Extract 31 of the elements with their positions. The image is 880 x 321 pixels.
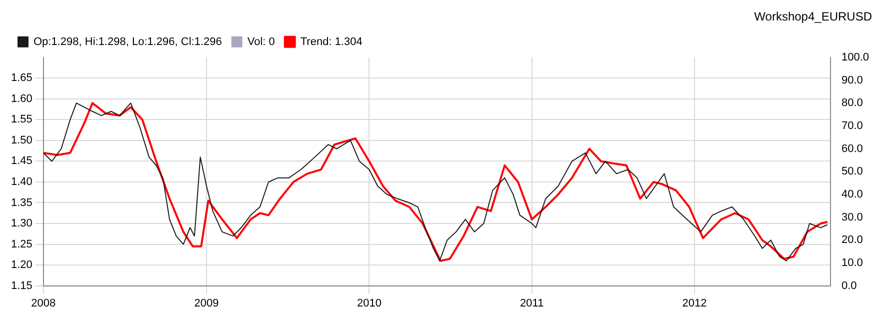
legend-label: Trend: 1.304 [300, 36, 362, 48]
y2-tick-label: 90.0 [841, 74, 863, 86]
x-tick-label: 2011 [520, 297, 544, 310]
legend-label: Vol: 0 [247, 36, 275, 48]
y2-tick-label: 10.0 [841, 256, 863, 269]
x-tick-label: 2010 [356, 297, 382, 310]
y2-tick-label: 80.0 [841, 97, 863, 110]
legend-label: Op:1.298, Hi:1.298, Lo:1.296, Cl:1.296 [34, 36, 222, 48]
y2-tick-label: 20.0 [841, 234, 863, 246]
y-tick-label: 1.50 [10, 134, 32, 146]
y2-tick-label: 50.0 [841, 166, 863, 178]
y2-tick-label: 0.0 [841, 280, 857, 292]
y-tick-label: 1.40 [10, 176, 32, 188]
y-tick-label: 1.55 [10, 114, 32, 126]
y-tick-label: 1.30 [10, 218, 32, 230]
y-tick-label: 1.60 [10, 92, 32, 105]
y-tick-label: 1.35 [10, 196, 32, 209]
y2-tick-label: 70.0 [841, 120, 863, 132]
y2-tick-label: 40.0 [841, 188, 863, 200]
x-tick-label: 2009 [194, 297, 219, 310]
x-tick-label: 2008 [31, 297, 56, 310]
y2-tick-label: 30.0 [841, 211, 863, 224]
y2-tick-label: 100.0 [841, 51, 870, 64]
y-tick-label: 1.45 [10, 155, 32, 168]
chart-title: Workshop4_EURUSD [754, 10, 872, 24]
x-tick-label: 2012 [682, 297, 707, 310]
y-tick-label: 1.20 [10, 259, 32, 272]
y2-tick-label: 60.0 [841, 142, 863, 155]
y-tick-label: 1.65 [10, 72, 32, 84]
y-tick-label: 1.15 [10, 280, 32, 292]
y-tick-label: 1.25 [10, 238, 32, 250]
